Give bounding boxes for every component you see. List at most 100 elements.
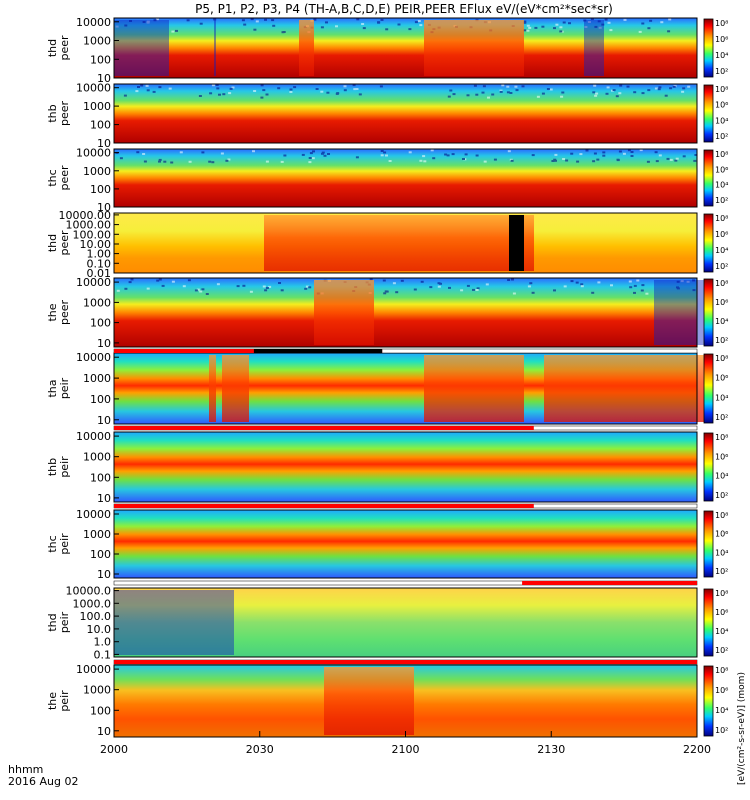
colorbar-tick-label: 10² <box>715 413 728 422</box>
spectrogram-image <box>114 278 697 347</box>
y-tick-label: 1000 <box>83 35 111 48</box>
colorbar-tick-label: 10⁶ <box>715 374 728 383</box>
panel-label: thdpeir <box>46 611 71 633</box>
colorbar-tick-label: 10² <box>715 646 728 655</box>
panel-thd-peir: 10000.01000.0100.010.01.00.1thdpeir10⁸10… <box>46 585 728 662</box>
y-tick-label: 10.0 <box>87 623 112 636</box>
colorbar: 10⁸ 10⁶ 10⁴ 10² <box>703 149 728 207</box>
panel-label: thapeir <box>46 377 71 399</box>
y-tick-label: 10000 <box>76 351 111 364</box>
colorbar-scale <box>703 665 714 737</box>
colorbar-scale <box>703 84 714 143</box>
colorbar-tick-label: 10² <box>715 67 728 76</box>
colorbar-scale <box>703 353 714 424</box>
colorbar-tick-label: 10² <box>715 196 728 205</box>
spectral-feature-2 <box>424 355 524 422</box>
colorbar-tick-label: 10⁸ <box>715 589 728 598</box>
y-tick-label: 0.01 <box>87 267 112 280</box>
spectral-feature-0 <box>314 280 374 345</box>
y-tick-label: 10000 <box>76 82 111 95</box>
noise-texture <box>123 84 691 99</box>
colorbar-scale <box>703 149 714 207</box>
colorbar-tick-label: 10⁸ <box>715 279 728 288</box>
status-strip <box>113 659 698 665</box>
colorbar-tick-label: 10² <box>715 336 728 345</box>
y-tick-label: 1000.0 <box>73 597 112 610</box>
colorbar-tick-label: 10⁴ <box>715 246 728 255</box>
colorbar-scale <box>703 18 714 78</box>
y-tick-label: 100 <box>90 119 111 132</box>
panel-label: thdpeer <box>46 230 71 256</box>
x-tick-label: 2200 <box>683 743 711 756</box>
status-strip <box>113 425 698 431</box>
spectral-feature-1 <box>222 355 249 422</box>
x-axis: 2000 2030 2100 2130 2200 <box>100 731 711 756</box>
colorbar: 10⁸ 10⁶ 10⁴ 10² <box>703 665 728 737</box>
y-tick-label: 10000.00 <box>59 209 112 222</box>
y-tick-label: 100 <box>90 317 111 330</box>
y-tick-label: 10 <box>97 201 111 214</box>
y-tick-label: 100 <box>90 183 111 196</box>
spectral-feature-0 <box>114 20 169 76</box>
spectrogram-image <box>114 84 697 143</box>
y-tick-label: 1000 <box>83 372 111 385</box>
panel-label: thdpeer <box>46 35 71 61</box>
y-tick-label: 10000 <box>76 663 111 676</box>
colorbar-tick-label: 10⁸ <box>715 354 728 363</box>
x-tick-label: 2000 <box>100 743 128 756</box>
x-axis-time-label: hhmm <box>8 763 43 776</box>
colorbar-unit-label: [eV/(cm²-s-sr-eV)] (mom) <box>737 672 747 785</box>
panel-thb-peir: 10000 1000 100 10 thbpeir 10⁸ 10⁶ 10⁴ 10² <box>46 430 728 505</box>
colorbar-tick-label: 10² <box>715 491 728 500</box>
spectral-feature-1 <box>214 20 216 76</box>
y-tick-label: 10 <box>97 137 111 150</box>
colorbar-tick-label: 10⁶ <box>715 101 728 110</box>
panel-label: thcpeir <box>46 533 71 555</box>
colorbar-tick-label: 10⁴ <box>715 627 728 636</box>
colorbar-tick-label: 10⁶ <box>715 298 728 307</box>
spectral-feature-4 <box>584 20 604 76</box>
panel-thb-peer: 10000 1000 100 10 thbpeer 10⁸ 10⁶ 10⁴ 10² <box>46 82 728 150</box>
colorbar-tick-label: 10⁶ <box>715 452 728 461</box>
panel-border <box>113 509 698 579</box>
colorbar-tick-label: 10⁶ <box>715 35 728 44</box>
y-tick-label: 10 <box>97 568 111 581</box>
spectrogram-image <box>114 18 697 78</box>
colorbar-tick-label: 10⁸ <box>715 433 728 442</box>
y-tick-label: 10 <box>97 492 111 505</box>
colorbar: 10⁸ 10⁶ 10⁴ 10² <box>703 510 728 578</box>
spectral-feature-2 <box>299 20 314 76</box>
y-tick-label: 100.00 <box>73 228 112 241</box>
colorbar-tick-label: 10⁶ <box>715 608 728 617</box>
y-tick-label: 10 <box>97 72 111 85</box>
colorbar-tick-label: 10⁶ <box>715 530 728 539</box>
panel-border <box>113 212 698 274</box>
status-strip <box>113 348 698 354</box>
panel-border <box>113 83 698 144</box>
colorbar-scale <box>703 213 714 273</box>
status-strip <box>113 580 698 586</box>
panel-label: thbpeir <box>46 456 71 478</box>
panel-border <box>113 17 698 79</box>
colorbar-tick-label: 10⁴ <box>715 548 728 557</box>
spectrogram-image <box>114 149 697 207</box>
colorbar-tick-label: 10⁴ <box>715 472 728 481</box>
panel-label: thcpeer <box>46 165 71 191</box>
colorbar-tick-label: 10⁴ <box>715 393 728 402</box>
spectral-feature-0 <box>264 215 534 271</box>
spectral-feature-3 <box>544 355 704 422</box>
panel-label: thepeir <box>46 690 71 712</box>
colorbar-tick-label: 10⁸ <box>715 85 728 94</box>
colorbar-tick-label: 10⁴ <box>715 181 728 190</box>
y-tick-label: 1.00 <box>87 248 112 261</box>
spectral-feature-0 <box>209 355 216 422</box>
colorbar-tick-label: 10² <box>715 262 728 271</box>
colorbar: 10⁸ 10⁶ 10⁴ 10² <box>703 353 728 424</box>
y-tick-label: 100 <box>90 548 111 561</box>
x-tick-label: 2100 <box>392 743 420 756</box>
y-tick-label: 100 <box>90 471 111 484</box>
y-tick-label: 1000 <box>83 451 111 464</box>
panel-tha-peir: 10000 1000 100 10 thapeir 10⁸ 10⁶ 10⁴ 10² <box>46 351 728 427</box>
spectral-feature-0 <box>114 590 234 655</box>
